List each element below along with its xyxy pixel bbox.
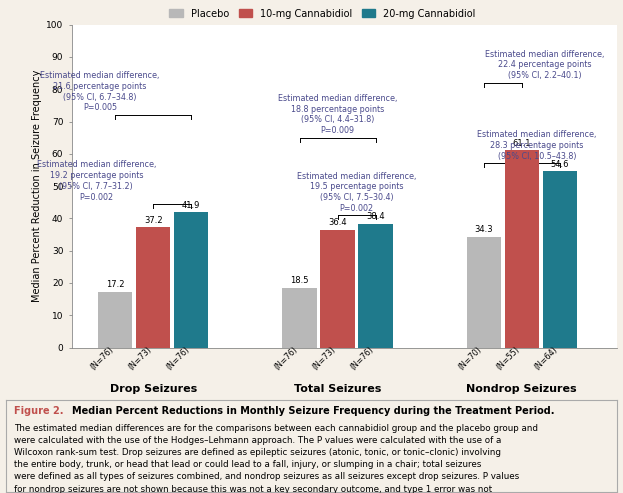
Bar xyxy=(282,288,316,348)
Text: 18.5: 18.5 xyxy=(290,276,309,285)
Text: 37.2: 37.2 xyxy=(144,216,163,225)
Text: 41.9: 41.9 xyxy=(182,201,201,210)
Y-axis label: Median Percent Reduction in Seizure Frequency: Median Percent Reduction in Seizure Freq… xyxy=(32,70,42,302)
Text: The estimated median differences are for the comparisons between each cannabidio: The estimated median differences are for… xyxy=(14,424,538,493)
Legend: Placebo, 10-mg Cannabidiol, 20-mg Cannabidiol: Placebo, 10-mg Cannabidiol, 20-mg Cannab… xyxy=(169,8,475,19)
Text: (N=70): (N=70) xyxy=(457,345,484,372)
Bar xyxy=(505,150,539,348)
Text: Estimated median difference,
19.2 percentage points
(95% CI, 7.7–31.2)
P=0.002: Estimated median difference, 19.2 percen… xyxy=(37,160,156,202)
Text: Estimated median difference,
28.3 percentage points
(95% CI, 10.5–43.8): Estimated median difference, 28.3 percen… xyxy=(477,130,597,161)
Bar xyxy=(136,227,171,348)
Text: Estimated median difference,
21.6 percentage points
(95% CI, 6.7–34.8)
P=0.005: Estimated median difference, 21.6 percen… xyxy=(40,71,160,112)
Text: 36.4: 36.4 xyxy=(328,218,347,227)
Text: (N=76): (N=76) xyxy=(164,345,191,372)
Text: Figure 2.: Figure 2. xyxy=(14,406,63,417)
Text: (N=73): (N=73) xyxy=(311,345,338,372)
Bar xyxy=(358,223,392,348)
Bar xyxy=(543,171,577,348)
Text: (N=73): (N=73) xyxy=(126,345,153,372)
Text: (N=55): (N=55) xyxy=(495,345,522,372)
Text: (N=76): (N=76) xyxy=(88,345,115,372)
Text: 54.6: 54.6 xyxy=(551,160,569,169)
Text: Estimated median difference,
19.5 percentage points
(95% CI, 7.5–30.4)
P=0.002: Estimated median difference, 19.5 percen… xyxy=(297,172,416,213)
Text: (N=76): (N=76) xyxy=(349,345,376,372)
Text: Nondrop Seizures: Nondrop Seizures xyxy=(467,384,577,394)
Text: 17.2: 17.2 xyxy=(106,281,125,289)
Text: Estimated median difference,
18.8 percentage points
(95% CI, 4.4–31.8)
P=0.009: Estimated median difference, 18.8 percen… xyxy=(278,94,397,135)
Bar xyxy=(174,212,209,348)
Text: (N=64): (N=64) xyxy=(533,345,560,372)
Text: Median Percent Reductions in Monthly Seizure Frequency during the Treatment Peri: Median Percent Reductions in Monthly Sei… xyxy=(72,406,554,417)
Text: Estimated median difference,
22.4 percentage points
(95% CI, 2.2–40.1): Estimated median difference, 22.4 percen… xyxy=(485,50,604,80)
Bar xyxy=(98,292,133,348)
Text: 38.4: 38.4 xyxy=(366,212,385,221)
Text: 61.1: 61.1 xyxy=(513,139,531,148)
Bar xyxy=(320,230,354,348)
Text: Drop Seizures: Drop Seizures xyxy=(110,384,197,394)
Text: 34.3: 34.3 xyxy=(475,225,493,234)
Text: Total Seizures: Total Seizures xyxy=(294,384,381,394)
Text: (N=76): (N=76) xyxy=(273,345,300,372)
Bar xyxy=(467,237,501,348)
